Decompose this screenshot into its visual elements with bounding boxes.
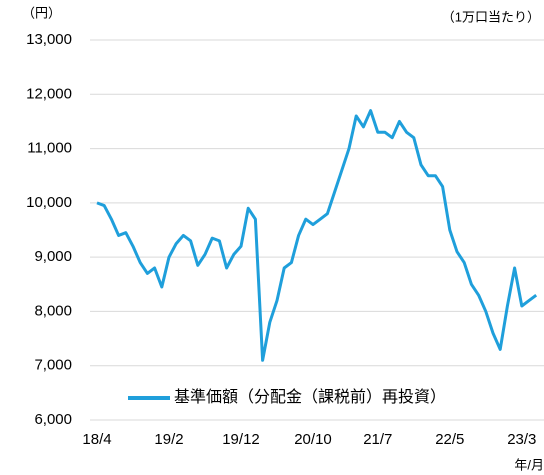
note: （1万口当たり）	[442, 9, 540, 24]
x-tick-label: 19/12	[222, 431, 260, 448]
y-tick-label: 12,000	[26, 85, 72, 102]
y-tick-label: 10,000	[26, 194, 72, 211]
y-tick-label: 13,000	[26, 31, 72, 48]
legend-label: 基準価額（分配金（課税前）再投資）	[174, 388, 446, 406]
line	[96, 109, 538, 362]
y-tick-label: 7,000	[34, 357, 72, 374]
x-tick-label: 23/3	[507, 431, 536, 448]
x-unit-label: 年/月	[514, 457, 544, 472]
x-tick-label: 20/10	[294, 431, 332, 448]
x-tick-label: 21/7	[363, 431, 392, 448]
y-unit-label: （円）	[22, 5, 61, 20]
x-tick-label: 22/5	[435, 431, 464, 448]
y-tick-label: 11,000	[27, 140, 72, 157]
x-tick-label: 18/4	[82, 431, 111, 448]
x-tick-label: 19/2	[154, 431, 183, 448]
y-tick-label: 8,000	[34, 302, 72, 319]
y-tick-label: 6,000	[34, 411, 72, 428]
y-tick-label: 9,000	[34, 248, 72, 265]
